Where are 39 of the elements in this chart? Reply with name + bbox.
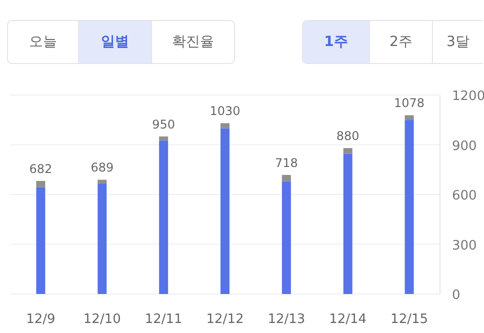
bar bbox=[343, 148, 352, 154]
y-tick-label: 600 bbox=[452, 188, 477, 204]
text: 1주 bbox=[303, 21, 369, 63]
y-tick-label: 0 bbox=[452, 288, 460, 303]
bar bbox=[98, 180, 107, 184]
x-tick-label: 12/12 bbox=[206, 312, 244, 327]
bar bbox=[343, 154, 352, 294]
x-tick-label: 12/10 bbox=[83, 312, 121, 327]
total-label: 1078 bbox=[394, 96, 425, 110]
text: 오늘 bbox=[28, 33, 58, 52]
bar bbox=[36, 180, 46, 188]
total-label: 718 bbox=[274, 156, 298, 170]
text: 3달 bbox=[432, 21, 483, 63]
bar bbox=[159, 136, 168, 141]
total-label: 689 bbox=[90, 160, 114, 175]
text: 2주 bbox=[369, 21, 432, 63]
total-label: 1030 bbox=[210, 104, 240, 118]
y-tick-label: 300 bbox=[452, 238, 477, 254]
x-tick-label: 12/14 bbox=[329, 312, 367, 327]
bar bbox=[220, 123, 230, 128]
text: 확진율 bbox=[151, 21, 234, 63]
x-tick-label: 12/15 bbox=[390, 312, 428, 327]
bar bbox=[159, 140, 168, 294]
total-label: 682 bbox=[29, 162, 52, 176]
y-tick-label: 900 bbox=[452, 138, 477, 154]
text: 일별 bbox=[78, 21, 151, 63]
bar bbox=[282, 181, 291, 294]
x-tick-label: 12/11 bbox=[144, 312, 182, 327]
y-tick-label: 1200 bbox=[452, 89, 484, 104]
total-label: 950 bbox=[152, 117, 176, 132]
x-tick-label: 12/13 bbox=[268, 312, 306, 327]
x-tick-label: 12/9 bbox=[26, 312, 56, 327]
total-label: 880 bbox=[336, 129, 360, 144]
bar bbox=[404, 120, 414, 294]
bar bbox=[404, 115, 414, 120]
bar bbox=[36, 187, 46, 294]
bar bbox=[282, 174, 291, 182]
bar bbox=[98, 184, 107, 294]
bar bbox=[220, 128, 230, 294]
